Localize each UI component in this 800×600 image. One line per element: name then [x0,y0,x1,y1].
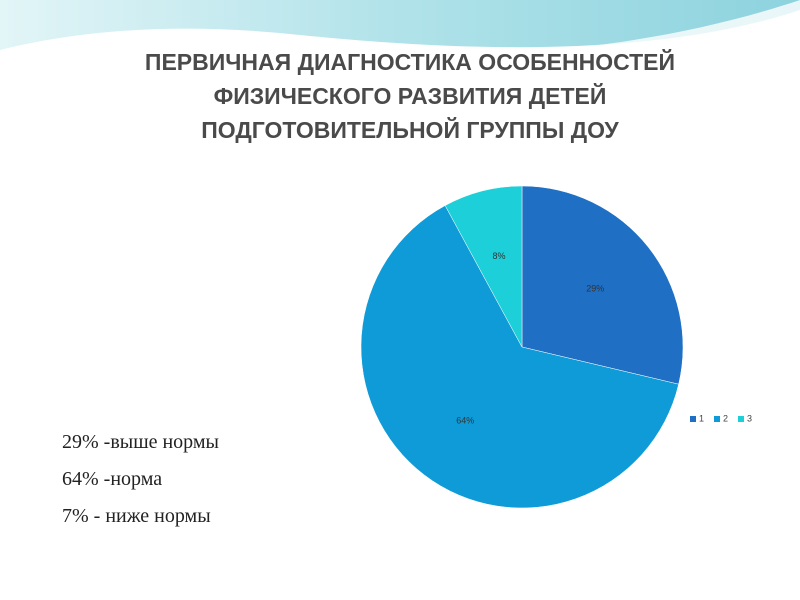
header-wave [0,0,800,50]
pie-slice [521,185,684,385]
data-label: 29% [586,283,604,293]
pie-slice [360,205,679,509]
legend-swatch [714,416,720,422]
data-label: 64% [456,416,474,426]
title-line: ПЕРВИЧНАЯ ДИАГНОСТИКА ОСОБЕННОСТЕЙ [145,48,675,75]
legend-swatch [690,416,696,422]
body-text: 64% -норма [62,468,162,490]
legend-label: 2 [723,413,728,423]
data-label: 8% [492,251,505,261]
body-text: 29% -выше нормы [62,431,219,453]
pie-slice [444,185,523,348]
title-line: ПОДГОТОВИТЕЛЬНОЙ ГРУППЫ ДОУ [201,116,619,143]
body-text: 7% - ниже нормы [62,505,211,527]
legend-swatch [738,416,744,422]
header-wave-highlight [200,0,800,65]
title-line: ФИЗИЧЕСКОГО РАЗВИТИЯ ДЕТЕЙ [214,82,607,109]
legend-label: 3 [747,413,752,423]
legend-label: 1 [699,413,704,423]
